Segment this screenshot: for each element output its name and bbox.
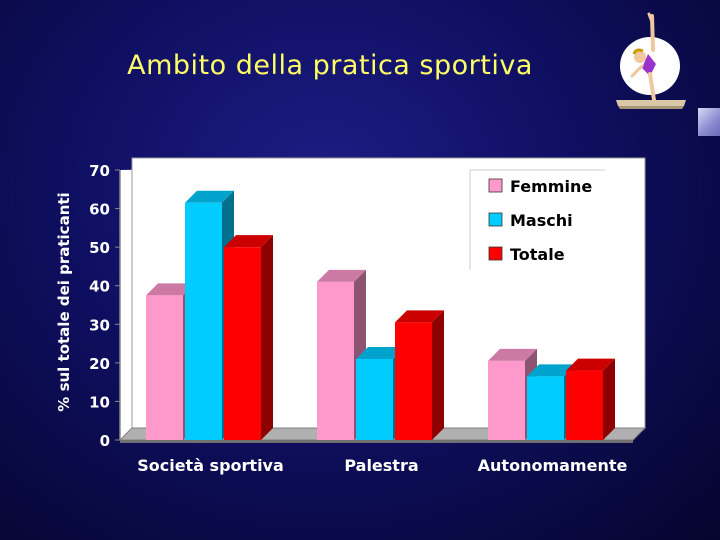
bar-top	[395, 310, 444, 323]
plot-floor-edge	[120, 440, 633, 443]
gymnast-icon	[616, 12, 686, 109]
bar-front	[317, 281, 354, 440]
legend-swatch	[488, 246, 503, 261]
legend-swatch	[488, 178, 503, 193]
x-tick-label: Palestra	[344, 456, 418, 475]
bar-top	[317, 269, 366, 282]
bar-top	[566, 358, 615, 371]
decorative-square	[698, 108, 720, 136]
bar-top	[185, 190, 234, 203]
x-tick-label: Società sportiva	[137, 456, 284, 475]
bar-femmine-3	[488, 348, 537, 440]
bars	[146, 190, 615, 440]
y-axis-label: % sul totale dei praticanti	[55, 192, 73, 412]
y-tick-label: 30	[89, 316, 110, 334]
y-tick-label: 60	[89, 201, 110, 219]
bar-totale-1	[224, 235, 273, 440]
y-tick-label: 0	[100, 432, 110, 450]
bar-top	[527, 364, 576, 377]
y-tick-label: 50	[89, 239, 110, 257]
y-tick-label: 70	[89, 162, 110, 180]
bar-front	[146, 295, 183, 440]
bar-side	[432, 310, 444, 440]
bar-front	[185, 202, 222, 440]
bar-front	[527, 376, 564, 440]
bar-totale-2	[395, 310, 444, 440]
bar-side	[261, 235, 273, 440]
bar-femmine-2	[317, 269, 366, 440]
bar-top	[146, 283, 195, 296]
bar-front	[395, 322, 432, 440]
bar-top	[224, 235, 273, 248]
bar-front	[488, 360, 525, 440]
y-tick-label: 10	[89, 393, 110, 411]
x-tick-labels: Società sportiva Palestra Autonomamente	[137, 456, 627, 475]
legend: Femmine Maschi Totale	[469, 169, 605, 270]
x-tick-label: Autonomamente	[478, 456, 628, 475]
y-tick-label: 20	[89, 355, 110, 373]
y-tick-labels: 0 10 20 30 40 50 60 70	[89, 162, 110, 450]
y-tick-label: 40	[89, 278, 110, 296]
slide-title: Ambito della pratica sportiva	[127, 50, 533, 81]
bar-totale-3	[566, 358, 615, 440]
bar-front	[224, 247, 261, 440]
legend-label: Femmine	[510, 177, 592, 196]
legend-label: Maschi	[510, 211, 573, 230]
legend-label: Totale	[510, 245, 565, 264]
legend-swatch	[488, 212, 503, 227]
y-axis	[115, 169, 121, 441]
bar-side	[603, 358, 615, 440]
bar-top	[356, 347, 405, 359]
bar-front	[356, 359, 393, 440]
bar-top	[488, 348, 537, 361]
bar-front	[566, 370, 603, 440]
